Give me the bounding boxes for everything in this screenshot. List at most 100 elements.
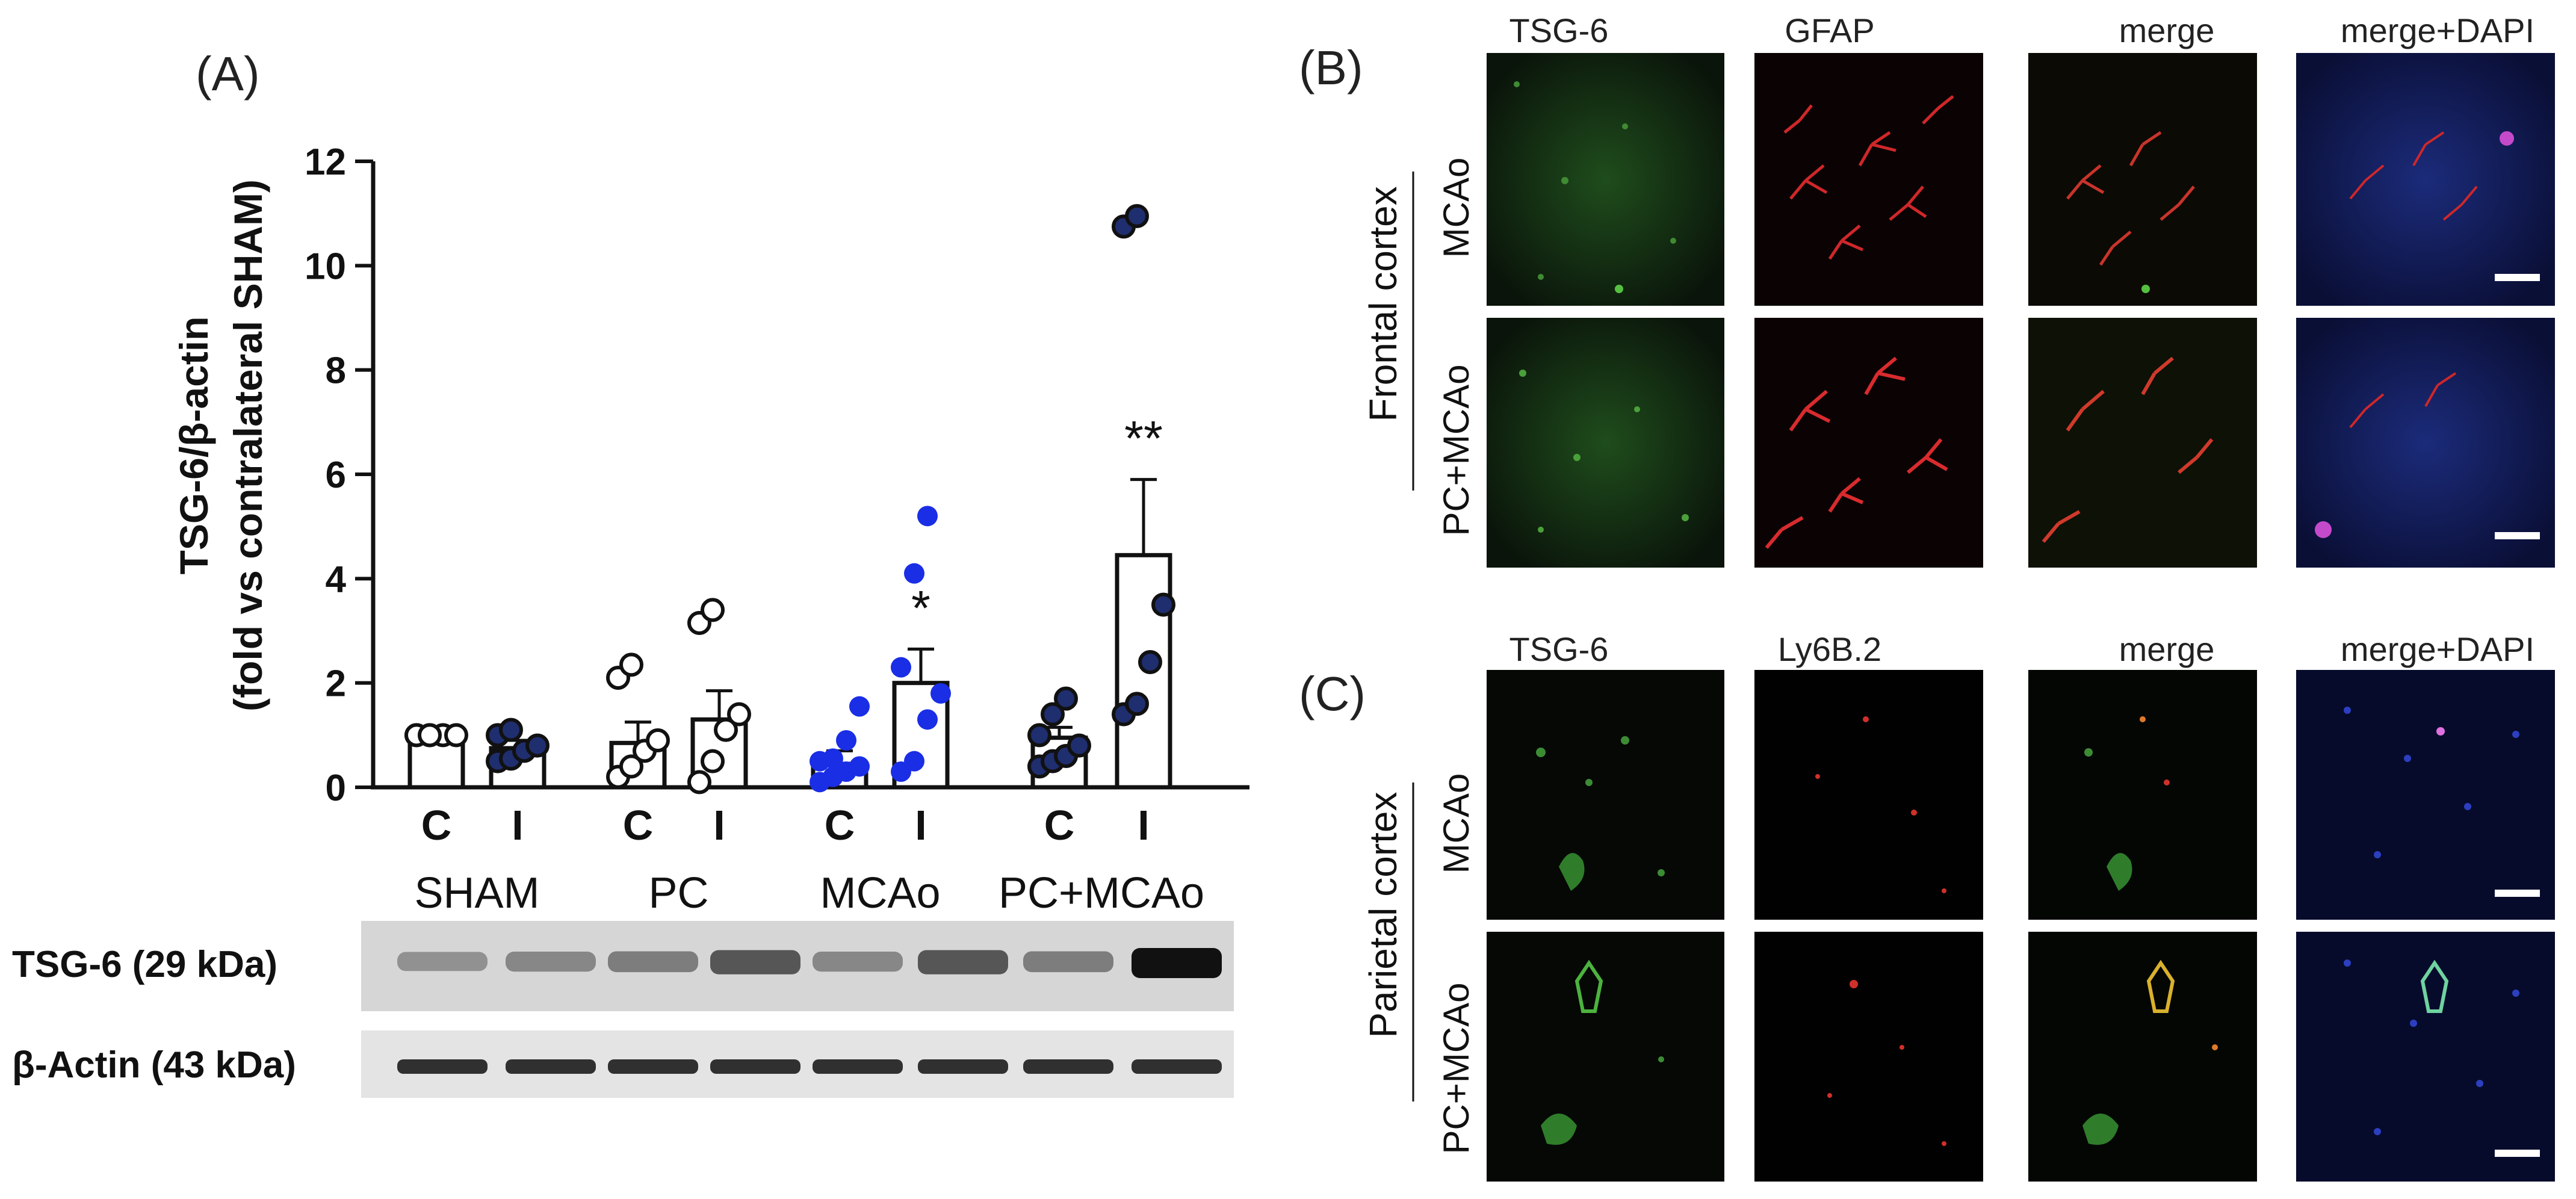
col-header-merge-dapi-b: merge+DAPI [2341, 11, 2534, 49]
x-tick-label: I [1138, 802, 1149, 849]
y-tick-label: 4 [326, 559, 347, 600]
data-point [930, 683, 951, 704]
scale-bar [2495, 532, 2540, 539]
data-point [917, 506, 938, 527]
x-tick-label: I [915, 802, 926, 849]
micrograph-b-pcmcao-gfap [1754, 318, 1983, 568]
data-point [525, 733, 550, 758]
blot-bands [397, 948, 1222, 1074]
significance-marker: * [911, 581, 930, 636]
micrograph-c-pcmcao-tsg6 [1487, 932, 1724, 1182]
col-header-tsg6-b: TSG-6 [1509, 11, 1609, 49]
col-header-ly6b2-c: Ly6B.2 [1778, 630, 1881, 668]
micrograph-b-pcmcao-dapi [2296, 318, 2555, 568]
panel-label-a: (A) [196, 47, 260, 101]
blot-band-tsg6 [813, 952, 903, 972]
data-point [917, 709, 938, 730]
micrograph-grid-b [1487, 53, 2555, 568]
data-point [619, 754, 643, 779]
blot-band-tsg6 [608, 951, 698, 973]
scale-bar [2495, 890, 2540, 897]
blot-label-tsg6: TSG-6 (29 kDa) [12, 944, 277, 985]
data-point [849, 756, 870, 777]
blot-band-actin [608, 1059, 698, 1074]
data-point [1125, 692, 1149, 716]
row-label-mcao-c: MCAo [1436, 773, 1476, 874]
y-tick-label: 12 [305, 141, 346, 183]
col-header-merge-c: merge [2119, 630, 2215, 668]
row-label-pcmcao-c: PC+MCAo [1436, 982, 1476, 1154]
row-label-pcmcao-b: PC+MCAo [1436, 364, 1476, 536]
y-axis-label-line2: (fold vs contralateral SHAM) [226, 179, 270, 711]
blot-band-tsg6 [397, 952, 488, 971]
micrograph-b-mcao-tsg6 [1487, 53, 1724, 306]
data-point [646, 728, 670, 752]
data-point [1027, 723, 1051, 748]
micrograph-headers-b: TSG-6 GFAP merge merge+DAPI [1509, 11, 2535, 49]
micrograph-c-mcao-merge [2028, 670, 2257, 920]
y-ticks: 0 2 4 6 8 10 12 [305, 141, 373, 809]
x-group-label: MCAo [820, 869, 940, 917]
region-label-c: Parietal cortex [1361, 792, 1405, 1038]
micrograph-c-mcao-dapi [2296, 670, 2555, 920]
y-tick-label: 0 [326, 767, 346, 809]
blot-band-actin [918, 1059, 1008, 1074]
x-group-labels: SHAM PC MCAo PC+MCAo [414, 869, 1204, 917]
bars: *** [404, 204, 1175, 795]
data-point [1067, 733, 1091, 758]
x-tick-label: I [713, 802, 725, 849]
data-point [823, 748, 843, 769]
col-header-merge-dapi-c: merge+DAPI [2341, 630, 2534, 668]
x-group-label: SHAM [414, 869, 539, 917]
y-axis-label: TSG-6/β-actin (fold vs contralateral SHA… [172, 179, 270, 711]
western-blot: TSG-6 (29 kDa) β-Actin (43 kDa) [12, 921, 1234, 1098]
x-tick-label: C [623, 802, 654, 849]
data-point [1125, 204, 1149, 228]
panel-label-b: (B) [1299, 41, 1363, 94]
col-header-tsg6-c: TSG-6 [1509, 630, 1609, 668]
region-label-b: Frontal cortex [1361, 186, 1405, 421]
y-tick-label: 2 [326, 663, 346, 705]
micrograph-c-pcmcao-ly6b2 [1754, 932, 1983, 1182]
y-tick-label: 10 [305, 246, 346, 287]
blot-label-actin: β-Actin (43 kDa) [12, 1044, 296, 1086]
data-point [701, 598, 725, 622]
blot-band-actin [1023, 1059, 1113, 1074]
significance-marker: ** [1124, 412, 1163, 466]
data-point [714, 717, 738, 742]
blot-band-actin [710, 1059, 800, 1074]
x-tick-label: C [1044, 802, 1075, 849]
micrograph-c-pcmcao-dapi [2296, 932, 2555, 1182]
data-point [1151, 592, 1175, 617]
micrograph-c-mcao-tsg6 [1487, 670, 1724, 920]
y-axis-label-line1: TSG-6/β-actin [172, 317, 216, 575]
micrograph-b-pcmcao-tsg6 [1487, 318, 1724, 568]
col-header-merge-b: merge [2119, 11, 2215, 49]
micrograph-grid-c [1487, 670, 2555, 1182]
row-label-mcao-b: MCAo [1436, 158, 1476, 258]
blot-band-tsg6 [506, 952, 596, 972]
micrograph-b-mcao-dapi [2296, 53, 2555, 306]
data-point [444, 723, 468, 748]
x-tick-label: C [421, 802, 452, 849]
blot-band-actin [1132, 1059, 1222, 1074]
scale-bar [2495, 274, 2540, 281]
scale-bar [2495, 1150, 2540, 1157]
x-group-label: PC+MCAo [999, 869, 1204, 917]
micrograph-b-mcao-merge [2028, 53, 2257, 306]
data-point [1054, 686, 1078, 711]
panel-label-c: (C) [1299, 667, 1366, 720]
data-point [849, 696, 870, 717]
blot-band-tsg6 [710, 950, 800, 974]
micrograph-b-mcao-gfap [1754, 53, 1983, 306]
y-tick-label: 8 [326, 350, 346, 392]
data-point [1041, 702, 1065, 727]
micrograph-c-mcao-ly6b2 [1754, 670, 1983, 920]
micrograph-headers-c: TSG-6 Ly6B.2 merge merge+DAPI [1509, 630, 2535, 668]
micrograph-c-pcmcao-merge [2028, 932, 2257, 1182]
data-point [619, 652, 643, 677]
data-point [836, 730, 856, 751]
x-tick-label: C [825, 802, 855, 849]
